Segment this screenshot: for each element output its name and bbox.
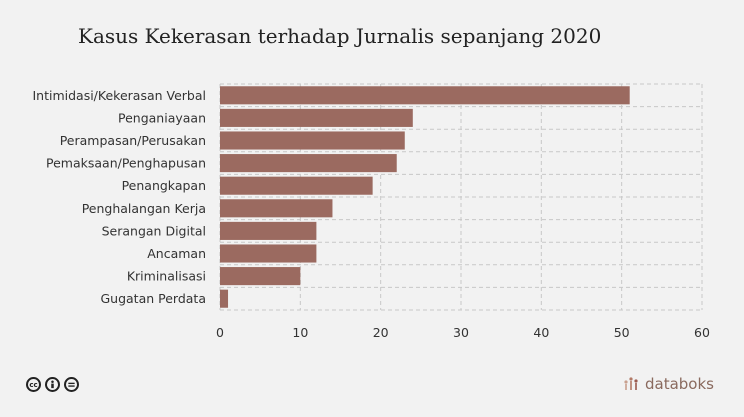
gridlines: [219, 83, 703, 311]
bar: [220, 86, 630, 105]
bar: [220, 154, 397, 173]
category-label: Penangkapan: [122, 178, 206, 193]
bars: [220, 86, 630, 308]
category-label: Pemaksaan/Penghapusan: [46, 156, 206, 171]
creative-commons-icon: cc: [26, 377, 41, 392]
x-tick-label: 50: [614, 325, 630, 340]
category-label: Perampasan/Perusakan: [60, 133, 206, 148]
license-icons: cc: [26, 377, 79, 392]
category-label: Gugatan Perdata: [100, 291, 206, 306]
x-axis-ticks: 0 10 20 30 40 50 60: [216, 325, 710, 340]
brand-name: databoks: [645, 375, 714, 393]
category-label: Kriminalisasi: [127, 269, 206, 284]
x-tick-label: 10: [292, 325, 308, 340]
category-label: Penganiayaan: [118, 110, 206, 125]
x-tick-label: 30: [453, 325, 469, 340]
bar: [220, 176, 373, 195]
bar: [220, 267, 301, 286]
bar: [220, 221, 317, 240]
attribution-icon: [45, 377, 60, 392]
bar: [220, 199, 333, 218]
x-tick-label: 40: [533, 325, 549, 340]
bar: [220, 131, 405, 150]
bar: [220, 108, 413, 127]
x-tick-label: 60: [694, 325, 710, 340]
no-derivatives-icon: [64, 377, 79, 392]
x-tick-label: 0: [216, 325, 224, 340]
databoks-logo: databoks: [624, 375, 714, 393]
category-label: Intimidasi/Kekerasan Verbal: [32, 88, 206, 103]
category-labels: Intimidasi/Kekerasan Verbal Penganiayaan P…: [32, 88, 206, 306]
bar: [220, 289, 229, 308]
chart-title: Kasus Kekerasan terhadap Jurnalis sepanj…: [78, 24, 602, 48]
category-label: Penghalangan Kerja: [82, 201, 206, 216]
bar: [220, 244, 317, 263]
category-label: Ancaman: [147, 246, 206, 261]
category-label: Serangan Digital: [102, 223, 206, 238]
databoks-logo-icon: [624, 377, 638, 390]
x-tick-label: 20: [373, 325, 389, 340]
